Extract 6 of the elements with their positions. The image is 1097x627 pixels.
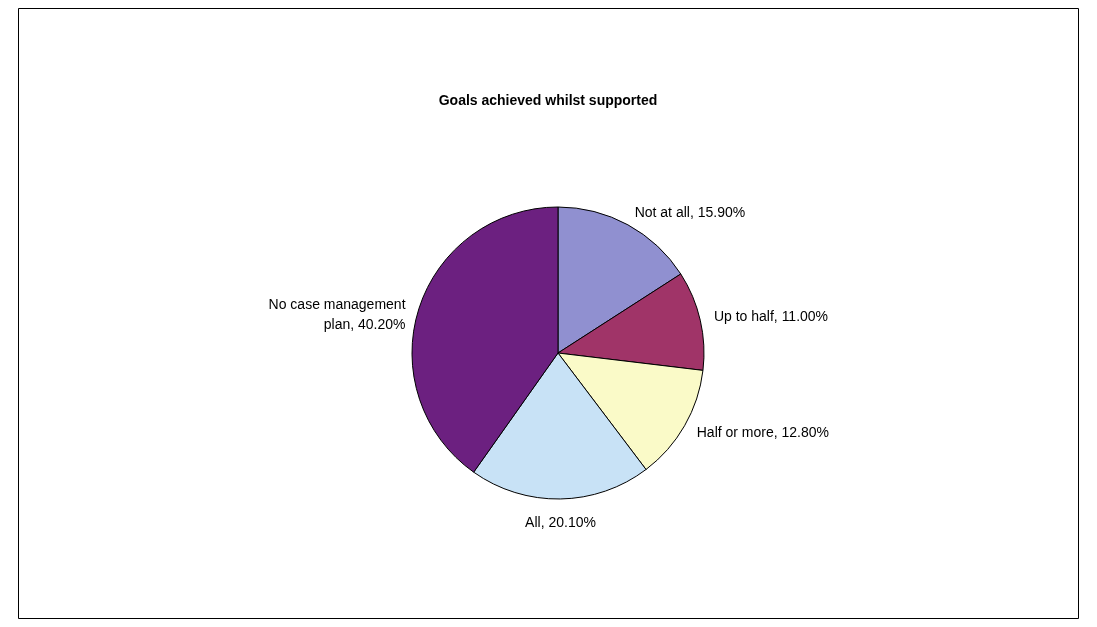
slice-label: Up to half, 11.00% (713, 308, 829, 325)
slice-label: No case management plan, 40.20% (268, 295, 406, 332)
slice-label: Half or more, 12.80% (696, 423, 830, 440)
chart-title: Goals achieved whilst supported (438, 92, 658, 108)
slice-label: Not at all, 15.90% (634, 203, 746, 220)
slice-label: All, 20.10% (525, 513, 596, 530)
